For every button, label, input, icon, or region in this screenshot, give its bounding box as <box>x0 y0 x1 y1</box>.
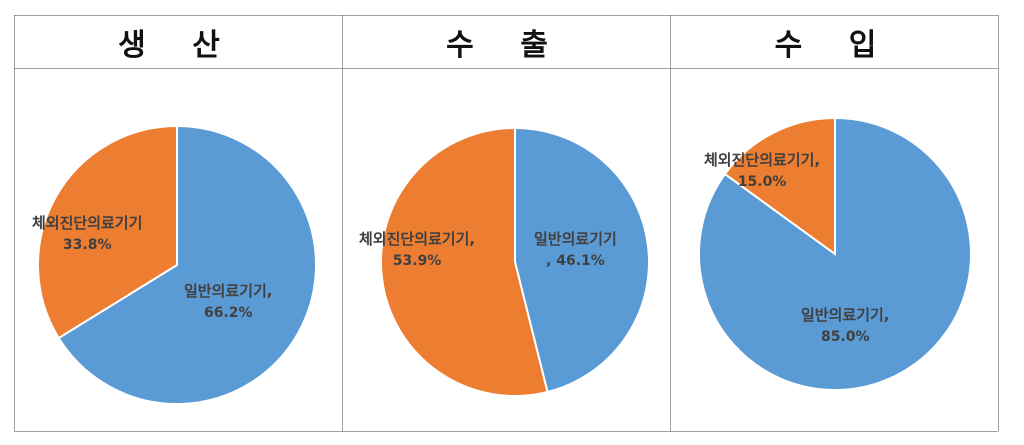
panel-production: 체외진단의료기기 33.8% 일반의료기기, 66.2% <box>14 68 342 432</box>
pie-production <box>37 124 317 405</box>
panel-title-import: 수 입 <box>774 27 895 63</box>
pie-slice <box>37 124 178 340</box>
slice-label-import-general: 일반의료기기, 85.0% <box>801 304 890 348</box>
pie-slice <box>380 126 549 397</box>
slice-name: 일반의료기기, <box>184 282 273 300</box>
slice-label-import-ivd: 체외진단의료기기, 15.0% <box>704 149 820 193</box>
slice-label-export-ivd: 체외진단의료기기, 53.9% <box>359 228 475 272</box>
pie-slice <box>514 126 650 394</box>
slice-value: 85.0% <box>820 329 870 345</box>
slice-value: 66.2% <box>203 305 253 321</box>
panel-import: 체외진단의료기기, 15.0% 일반의료기기, 85.0% <box>670 68 999 432</box>
slice-value: 33.8% <box>62 237 112 253</box>
slice-label-export-general: 일반의료기기 , 46.1% <box>534 228 617 272</box>
pie-slice <box>57 124 317 405</box>
panel-export: 체외진단의료기기, 53.9% 일반의료기기 , 46.1% <box>342 68 670 432</box>
slice-name: 체외진단의료기기, <box>704 151 821 169</box>
slice-name: 일반의료기기, <box>801 306 890 324</box>
slice-name: 체외진단의료기기, <box>359 230 476 248</box>
pie-slice <box>723 116 836 256</box>
pie-import <box>698 116 972 391</box>
slice-value: 15.0% <box>737 174 787 190</box>
slice-label-production-ivd: 체외진단의료기기 33.8% <box>32 212 142 256</box>
pie-chart-grid: 생 산 수 출 수 입 체외진단의료기기 33.8% 일반의료기기, 66.2%… <box>14 15 999 432</box>
slice-value: , 46.1% <box>546 253 605 269</box>
slice-value: 53.9% <box>392 253 442 269</box>
pie-export <box>380 126 650 397</box>
slice-label-production-general: 일반의료기기, 66.2% <box>184 280 273 324</box>
panel-title-export: 수 출 <box>446 27 566 63</box>
slice-name: 일반의료기기 <box>534 230 617 248</box>
grid-lines <box>14 15 999 432</box>
slice-name: 체외진단의료기기 <box>32 214 143 232</box>
panel-title-production: 생 산 <box>118 27 238 63</box>
